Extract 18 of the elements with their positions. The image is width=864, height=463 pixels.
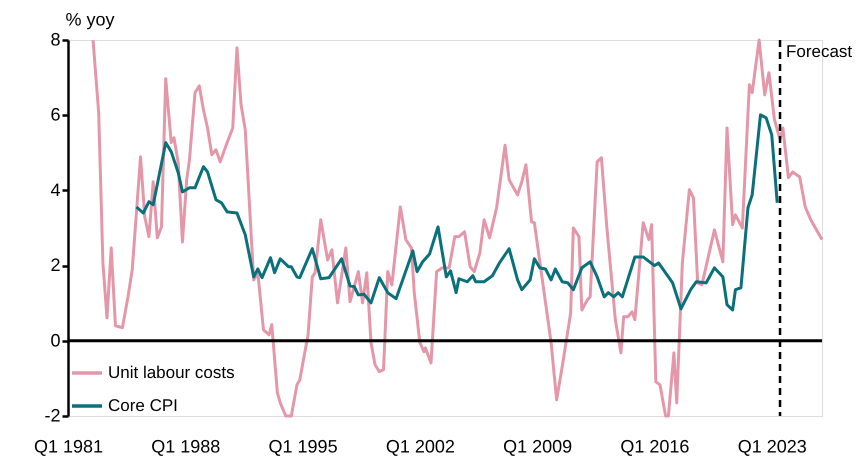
x-tick-label: Q1 1981 — [34, 436, 104, 456]
y-tick-label: -2 — [44, 406, 60, 426]
y-tick-label: 8 — [50, 30, 60, 50]
y-tick-label: 2 — [50, 255, 60, 276]
y-tick-label: 6 — [50, 104, 60, 125]
legend-label: Core CPI — [108, 396, 178, 415]
ref-line-label: Forecast — [786, 42, 852, 61]
x-tick-label: Q1 2002 — [386, 436, 455, 456]
x-tick-label: Q1 1988 — [151, 436, 220, 456]
legend-label: Unit labour costs — [108, 363, 235, 382]
x-tick-label: Q1 2009 — [503, 436, 572, 456]
y-tick-label: 0 — [50, 330, 60, 350]
y-tick-label: 4 — [50, 180, 60, 200]
y-axis-title: % yoy — [66, 10, 115, 30]
x-tick-label: Q1 2016 — [620, 436, 690, 456]
x-tick-label: Q1 2023 — [738, 436, 807, 456]
x-tick-label: Q1 1995 — [268, 436, 338, 456]
line-series — [134, 113, 779, 312]
